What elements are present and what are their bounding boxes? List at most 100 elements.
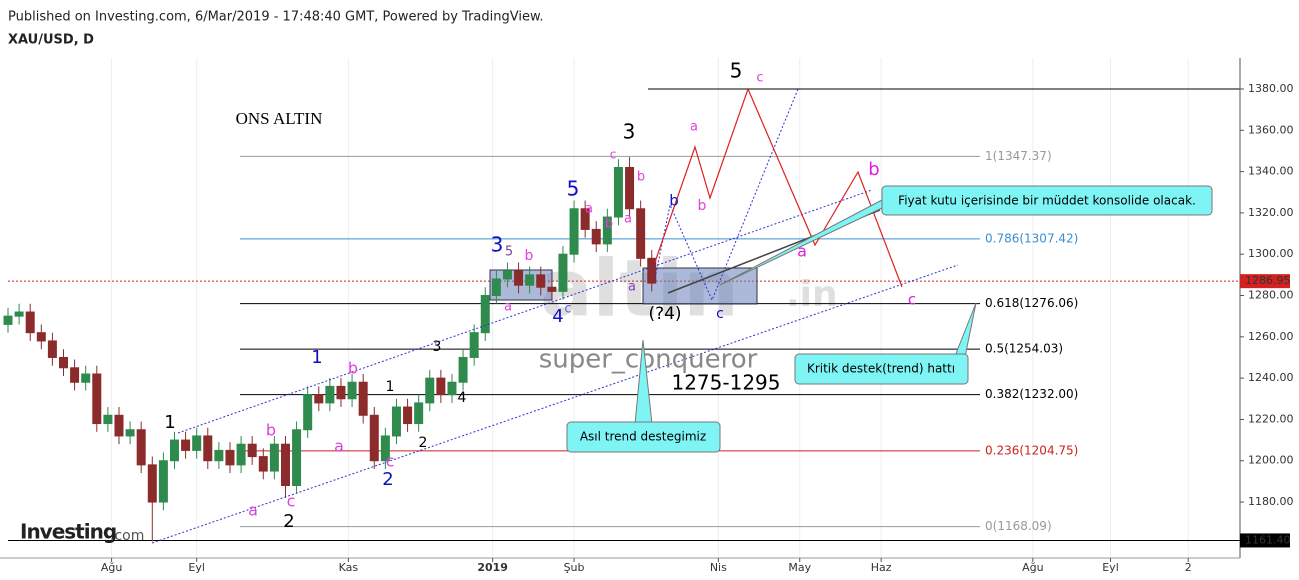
candle-body — [491, 278, 501, 297]
wave-label: a — [504, 300, 512, 315]
y-tick-label: 1380.00 — [1248, 82, 1294, 95]
y-tick-label: 1360.00 — [1248, 123, 1294, 136]
x-tick-label: Şub — [564, 561, 585, 574]
wave-label: a — [585, 202, 593, 217]
candle-body — [380, 435, 390, 462]
candle-body — [169, 439, 179, 462]
wave-label: a — [797, 242, 807, 261]
candle-body — [636, 208, 646, 259]
wave-label: a — [624, 212, 632, 227]
candle-body — [414, 402, 424, 425]
candle-body — [47, 340, 57, 358]
candle-body — [269, 443, 279, 472]
candle-body — [613, 166, 623, 218]
wave-label: b — [669, 192, 679, 210]
x-tick-label: Haz — [871, 561, 892, 574]
price-box — [1240, 274, 1290, 289]
x-tick-label: Ağu — [101, 561, 122, 574]
wave-label: c — [564, 302, 571, 317]
candle-body — [214, 449, 224, 462]
callout-text: Asıl trend destegimiz — [580, 430, 706, 444]
candle-body — [347, 381, 357, 400]
candle-body — [580, 208, 590, 230]
wave-label: 4 — [552, 306, 563, 327]
fib-label: 0.5(1254.03) — [985, 342, 1063, 356]
price-box — [1240, 533, 1290, 548]
candle-body — [225, 449, 235, 466]
header: Published on Investing.com, 6/Mar/2019 -… — [8, 10, 544, 25]
callout-text: Kritik destek(trend) hattı — [807, 362, 955, 376]
wave-label: c — [610, 148, 617, 162]
wave-label: 1275-1295 — [671, 371, 780, 395]
y-tick-label: 1300.00 — [1248, 247, 1294, 260]
wave-label: a — [334, 437, 344, 456]
candle-body — [3, 315, 13, 325]
candle-body — [181, 439, 191, 451]
price-label: 1161.40 — [1245, 533, 1291, 546]
candle-body — [602, 216, 612, 245]
projection — [654, 87, 903, 288]
wave-label: 2 — [283, 511, 294, 532]
x-tick-label: May — [788, 561, 811, 574]
x-tick-label: 2019 — [477, 561, 508, 574]
wave-label: b — [698, 198, 707, 214]
wave-label: 1 — [311, 347, 322, 368]
candle-body — [447, 381, 457, 396]
wave-label: (?4) — [648, 304, 681, 324]
candle-body — [558, 253, 568, 292]
wave-label: c — [756, 71, 763, 86]
wave-label: super_conqueror — [539, 345, 758, 375]
candle-body — [247, 443, 257, 458]
candle-body — [258, 456, 268, 472]
candle-body — [203, 435, 213, 462]
wave-label: 1 — [386, 379, 395, 395]
x-tick-label: Eyl — [188, 561, 205, 574]
candle-body — [625, 166, 635, 210]
candle-body — [480, 295, 490, 334]
wave-label: c — [716, 306, 724, 322]
x-tick-label: 2 — [1185, 561, 1192, 574]
candle-body — [236, 443, 246, 466]
wave-label: b — [605, 217, 613, 232]
wave-label: 2 — [419, 435, 428, 451]
wave-label: b — [348, 359, 358, 378]
candle-body — [303, 394, 313, 431]
candle-body — [514, 270, 524, 286]
wave-label: 2 — [382, 469, 393, 490]
candle-body — [358, 381, 368, 416]
candle-body — [125, 429, 135, 437]
candle-body — [292, 429, 302, 487]
candle-body — [114, 414, 124, 437]
candle-body — [391, 406, 401, 437]
x-tick-label: Kas — [339, 561, 359, 574]
candle-body — [547, 286, 557, 292]
chart-title: XAU/USD, D — [8, 33, 94, 48]
wave-label: b — [266, 421, 276, 440]
candle-body — [280, 443, 290, 487]
wave-label: 5 — [730, 59, 743, 83]
wave-label: c — [908, 291, 916, 309]
fib-label: 0.618(1276.06) — [985, 296, 1078, 310]
candle-body — [325, 385, 335, 404]
candle-body — [569, 208, 579, 255]
fib-label: 0.382(1232.00) — [985, 387, 1078, 401]
wave-label: 3 — [623, 120, 636, 144]
candle-body — [403, 406, 413, 425]
wave-label: 3 — [491, 233, 504, 257]
candle-body — [647, 257, 657, 284]
x-tick-label: Eyl — [1102, 561, 1119, 574]
candle-body — [14, 311, 24, 317]
candle-body — [70, 367, 80, 383]
y-tick-label: 1340.00 — [1248, 165, 1294, 178]
wave-label: b — [637, 170, 645, 185]
channel-line — [177, 189, 873, 434]
wave-label: b — [525, 248, 534, 264]
wave-label: c — [287, 492, 296, 511]
wave-label: 5 — [505, 245, 513, 260]
candle-body — [25, 311, 35, 334]
y-tick-label: 1180.00 — [1248, 495, 1294, 508]
projection-path — [654, 87, 903, 288]
wave-label: a — [248, 501, 258, 520]
y-tick-label: 1240.00 — [1248, 371, 1294, 384]
